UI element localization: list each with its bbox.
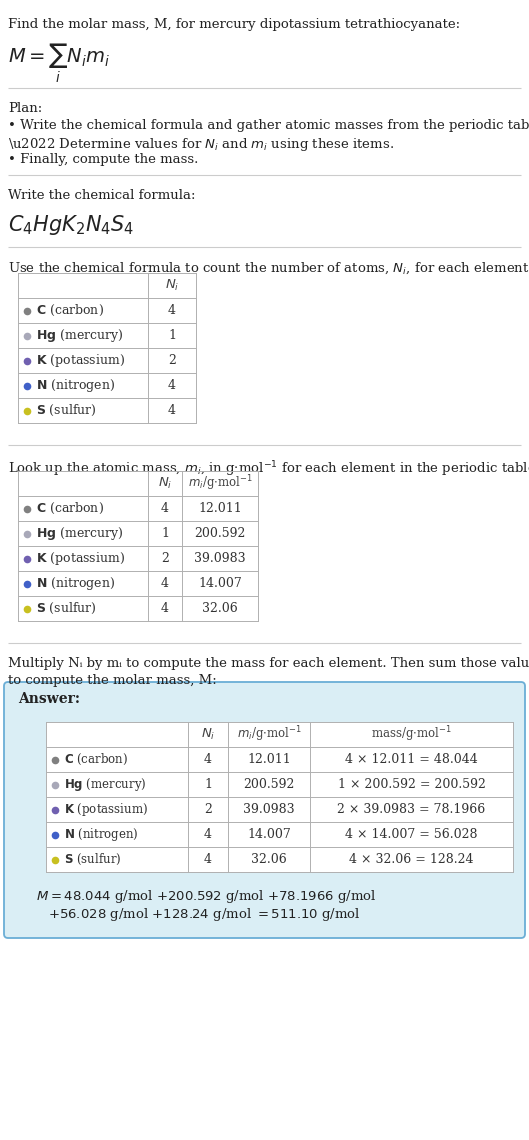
Text: 4: 4 (168, 378, 176, 392)
Text: 12.011: 12.011 (198, 502, 242, 515)
Text: Find the molar mass, M, for mercury dipotassium tetrathiocyanate:: Find the molar mass, M, for mercury dipo… (8, 18, 460, 31)
Text: 4: 4 (161, 577, 169, 591)
Text: 4 × 12.011 = 48.044: 4 × 12.011 = 48.044 (345, 754, 478, 766)
Text: 4: 4 (204, 754, 212, 766)
Text: • Finally, compute the mass.: • Finally, compute the mass. (8, 153, 198, 166)
Text: $\bf{S}$ (sulfur): $\bf{S}$ (sulfur) (36, 402, 97, 418)
Text: 4: 4 (168, 404, 176, 417)
Text: Use the chemical formula to count the number of atoms, $N_i$, for each element:: Use the chemical formula to count the nu… (8, 261, 529, 277)
Text: $\bf{Hg}$ (mercury): $\bf{Hg}$ (mercury) (64, 776, 147, 793)
Text: $C_4HgK_2N_4S_4$: $C_4HgK_2N_4S_4$ (8, 213, 134, 237)
Text: 1: 1 (168, 329, 176, 342)
Text: $\bf{S}$ (sulfur): $\bf{S}$ (sulfur) (64, 852, 121, 868)
Text: 4 × 14.007 = 56.028: 4 × 14.007 = 56.028 (345, 828, 478, 841)
Text: 2: 2 (161, 552, 169, 565)
Text: 39.0983: 39.0983 (243, 803, 295, 816)
Text: mass/g$\cdot$mol$^{-1}$: mass/g$\cdot$mol$^{-1}$ (371, 725, 452, 744)
Text: 1: 1 (204, 777, 212, 791)
Text: 1 × 200.592 = 200.592: 1 × 200.592 = 200.592 (338, 777, 486, 791)
Text: $\bf{K}$ (potassium): $\bf{K}$ (potassium) (64, 801, 148, 819)
Text: $m_i$/g$\cdot$mol$^{-1}$: $m_i$/g$\cdot$mol$^{-1}$ (236, 725, 302, 744)
Text: $N_i$: $N_i$ (158, 477, 172, 491)
Text: 4: 4 (161, 502, 169, 515)
Text: 2: 2 (204, 803, 212, 816)
Text: 4: 4 (204, 853, 212, 866)
Text: \u2022 Determine values for $N_i$ and $m_i$ using these items.: \u2022 Determine values for $N_i$ and $m… (8, 136, 394, 153)
Text: $\bf{K}$ (potassium): $\bf{K}$ (potassium) (36, 549, 125, 567)
Text: 200.592: 200.592 (243, 777, 295, 791)
Text: 12.011: 12.011 (247, 754, 291, 766)
Text: Multiply Nᵢ by mᵢ to compute the mass for each element. Then sum those values: Multiply Nᵢ by mᵢ to compute the mass fo… (8, 657, 529, 670)
Text: $\bf{N}$ (nitrogen): $\bf{N}$ (nitrogen) (36, 575, 115, 592)
Text: Write the chemical formula:: Write the chemical formula: (8, 189, 196, 202)
Text: 14.007: 14.007 (247, 828, 291, 841)
Text: 4 × 32.06 = 128.24: 4 × 32.06 = 128.24 (349, 853, 474, 866)
Text: $\bf{N}$ (nitrogen): $\bf{N}$ (nitrogen) (64, 826, 139, 842)
Text: 39.0983: 39.0983 (194, 552, 246, 565)
Text: $\bf{Hg}$ (mercury): $\bf{Hg}$ (mercury) (36, 327, 123, 344)
Text: 14.007: 14.007 (198, 577, 242, 591)
Text: $M = \sum_i N_i m_i$: $M = \sum_i N_i m_i$ (8, 42, 110, 86)
Text: to compute the molar mass, M:: to compute the molar mass, M: (8, 674, 217, 687)
Text: $\bf{Hg}$ (mercury): $\bf{Hg}$ (mercury) (36, 526, 123, 542)
Text: $\bf{C}$ (carbon): $\bf{C}$ (carbon) (36, 303, 104, 318)
Text: 2 × 39.0983 = 78.1966: 2 × 39.0983 = 78.1966 (338, 803, 486, 816)
Text: $\bf{C}$ (carbon): $\bf{C}$ (carbon) (64, 752, 128, 767)
Text: • Write the chemical formula and gather atomic masses from the periodic table.: • Write the chemical formula and gather … (8, 119, 529, 132)
Text: $\bf{C}$ (carbon): $\bf{C}$ (carbon) (36, 500, 104, 516)
Text: 4: 4 (168, 304, 176, 317)
Text: Look up the atomic mass, $m_i$, in g$\cdot$mol$^{-1}$ for each element in the pe: Look up the atomic mass, $m_i$, in g$\cd… (8, 459, 529, 479)
Text: 4: 4 (204, 828, 212, 841)
Text: $N_i$: $N_i$ (165, 278, 179, 293)
Text: $M = 48.044$ g/mol $+ 200.592$ g/mol $+ 78.1966$ g/mol: $M = 48.044$ g/mol $+ 200.592$ g/mol $+ … (36, 888, 377, 905)
Text: Answer:: Answer: (18, 692, 80, 706)
Text: 32.06: 32.06 (251, 853, 287, 866)
Text: Plan:: Plan: (8, 101, 42, 115)
Text: 4: 4 (161, 602, 169, 614)
Text: $\bf{S}$ (sulfur): $\bf{S}$ (sulfur) (36, 601, 97, 616)
Bar (46, 722, 513, 872)
FancyBboxPatch shape (4, 682, 525, 938)
Text: 200.592: 200.592 (194, 527, 245, 540)
Text: 32.06: 32.06 (202, 602, 238, 614)
Text: 1: 1 (161, 527, 169, 540)
Text: $N_i$: $N_i$ (201, 727, 215, 742)
Text: $\bf{K}$ (potassium): $\bf{K}$ (potassium) (36, 352, 125, 369)
Text: $\bf{N}$ (nitrogen): $\bf{N}$ (nitrogen) (36, 377, 115, 394)
Text: $m_i$/g$\cdot$mol$^{-1}$: $m_i$/g$\cdot$mol$^{-1}$ (188, 474, 252, 494)
Text: 2: 2 (168, 355, 176, 367)
Text: $+ 56.028$ g/mol $+ 128.24$ g/mol $= 511.10$ g/mol: $+ 56.028$ g/mol $+ 128.24$ g/mol $= 511… (48, 906, 361, 923)
